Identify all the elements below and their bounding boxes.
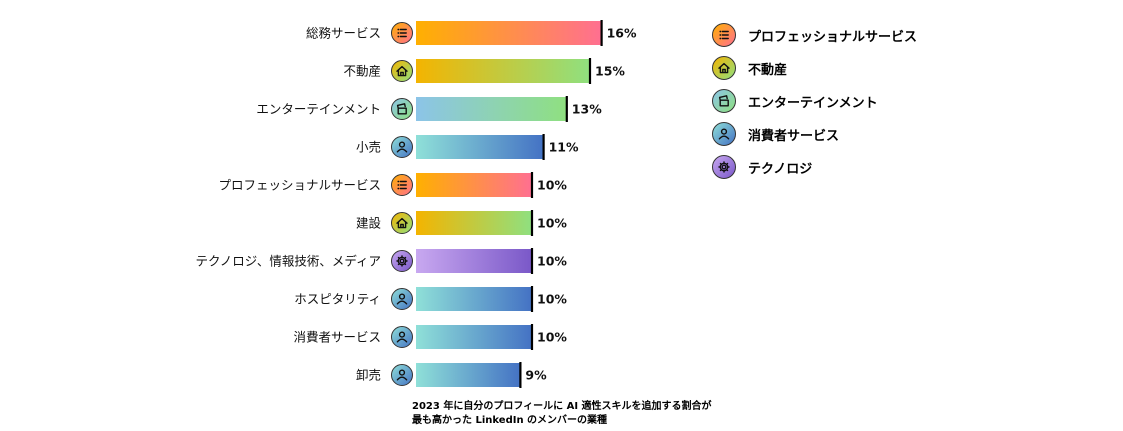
person-icon	[391, 136, 413, 158]
value-label: 15%	[595, 64, 625, 79]
legend-item-professional: プロフェッショナルサービス	[712, 20, 917, 50]
legend-label-technology: テクノロジ	[748, 161, 813, 177]
category-label: ホスピタリティ	[294, 292, 381, 307]
bar-row: プロフェッショナルサービス 10%	[218, 172, 567, 198]
bar-row: 小売 11%	[356, 134, 579, 160]
legend-label-consumer: 消費者サービス	[748, 128, 840, 144]
category-label: 消費者サービス	[293, 330, 381, 345]
legend-item-real-estate: 不動産	[712, 53, 787, 83]
value-label: 10%	[537, 292, 567, 307]
bar-row: 卸売 9%	[356, 362, 547, 388]
home-icon	[391, 60, 413, 82]
bar	[416, 211, 532, 235]
value-label: 16%	[607, 26, 637, 41]
gear-icon	[712, 155, 736, 179]
bar-row: エンターテインメント 13%	[256, 96, 602, 122]
home-icon	[391, 212, 413, 234]
bar-row: 不動産 15%	[343, 58, 625, 84]
bar	[416, 287, 532, 311]
value-label: 11%	[549, 140, 579, 155]
bar	[416, 135, 544, 159]
list-icon	[391, 22, 413, 44]
value-label: 13%	[572, 102, 602, 117]
value-label: 10%	[537, 216, 567, 231]
legend-label-entertainment: エンターテインメント	[748, 95, 878, 111]
legend-item-technology: テクノロジ	[712, 152, 812, 182]
bar-row: テクノロジ、情報技術、メディア 10%	[195, 248, 567, 274]
legend-item-entertainment: エンターテインメント	[712, 86, 878, 116]
bar	[416, 59, 590, 83]
category-label: エンターテインメント	[256, 102, 381, 117]
person-icon	[391, 288, 413, 310]
clapperboard-icon	[391, 98, 413, 120]
bar	[416, 21, 602, 45]
legend-label-real-estate: 不動産	[748, 62, 788, 78]
list-icon	[391, 174, 413, 196]
category-label: 建設	[356, 216, 382, 231]
category-label: テクノロジ、情報技術、メディア	[195, 254, 381, 269]
category-label: 卸売	[356, 368, 381, 383]
clapperboard-icon	[712, 89, 736, 113]
bar	[416, 173, 532, 197]
category-label: 不動産	[343, 64, 381, 79]
bar	[416, 325, 532, 349]
bar-row: 消費者サービス 10%	[293, 324, 567, 350]
bar-row: 建設 10%	[356, 210, 567, 236]
person-icon	[712, 122, 736, 146]
chart-caption: 2023 年に自分のプロフィールに AI 適性スキルを追加する割合が 最も高かっ…	[412, 400, 712, 428]
caption-line-2: 最も高かった LinkedIn のメンバーの業種	[412, 415, 608, 426]
category-label: 総務サービス	[306, 26, 381, 41]
bar	[416, 363, 521, 387]
legend-label-professional: プロフェッショナルサービス	[748, 29, 918, 45]
value-label: 10%	[537, 330, 567, 345]
list-icon	[712, 23, 736, 47]
bar-row: 総務サービス 16%	[306, 20, 637, 46]
category-label: プロフェッショナルサービス	[218, 178, 381, 193]
value-label: 10%	[537, 178, 567, 193]
category-label: 小売	[356, 140, 381, 155]
person-icon	[391, 364, 413, 386]
caption-line-1: 2023 年に自分のプロフィールに AI 適性スキルを追加する割合が	[412, 401, 712, 412]
value-label: 9%	[525, 368, 547, 383]
gear-icon	[391, 250, 413, 272]
bar	[416, 97, 567, 121]
bar-row: ホスピタリティ 10%	[294, 286, 567, 312]
legend-item-consumer: 消費者サービス	[712, 119, 839, 149]
home-icon	[712, 56, 736, 80]
value-label: 10%	[537, 254, 567, 269]
person-icon	[391, 326, 413, 348]
bar	[416, 249, 532, 273]
